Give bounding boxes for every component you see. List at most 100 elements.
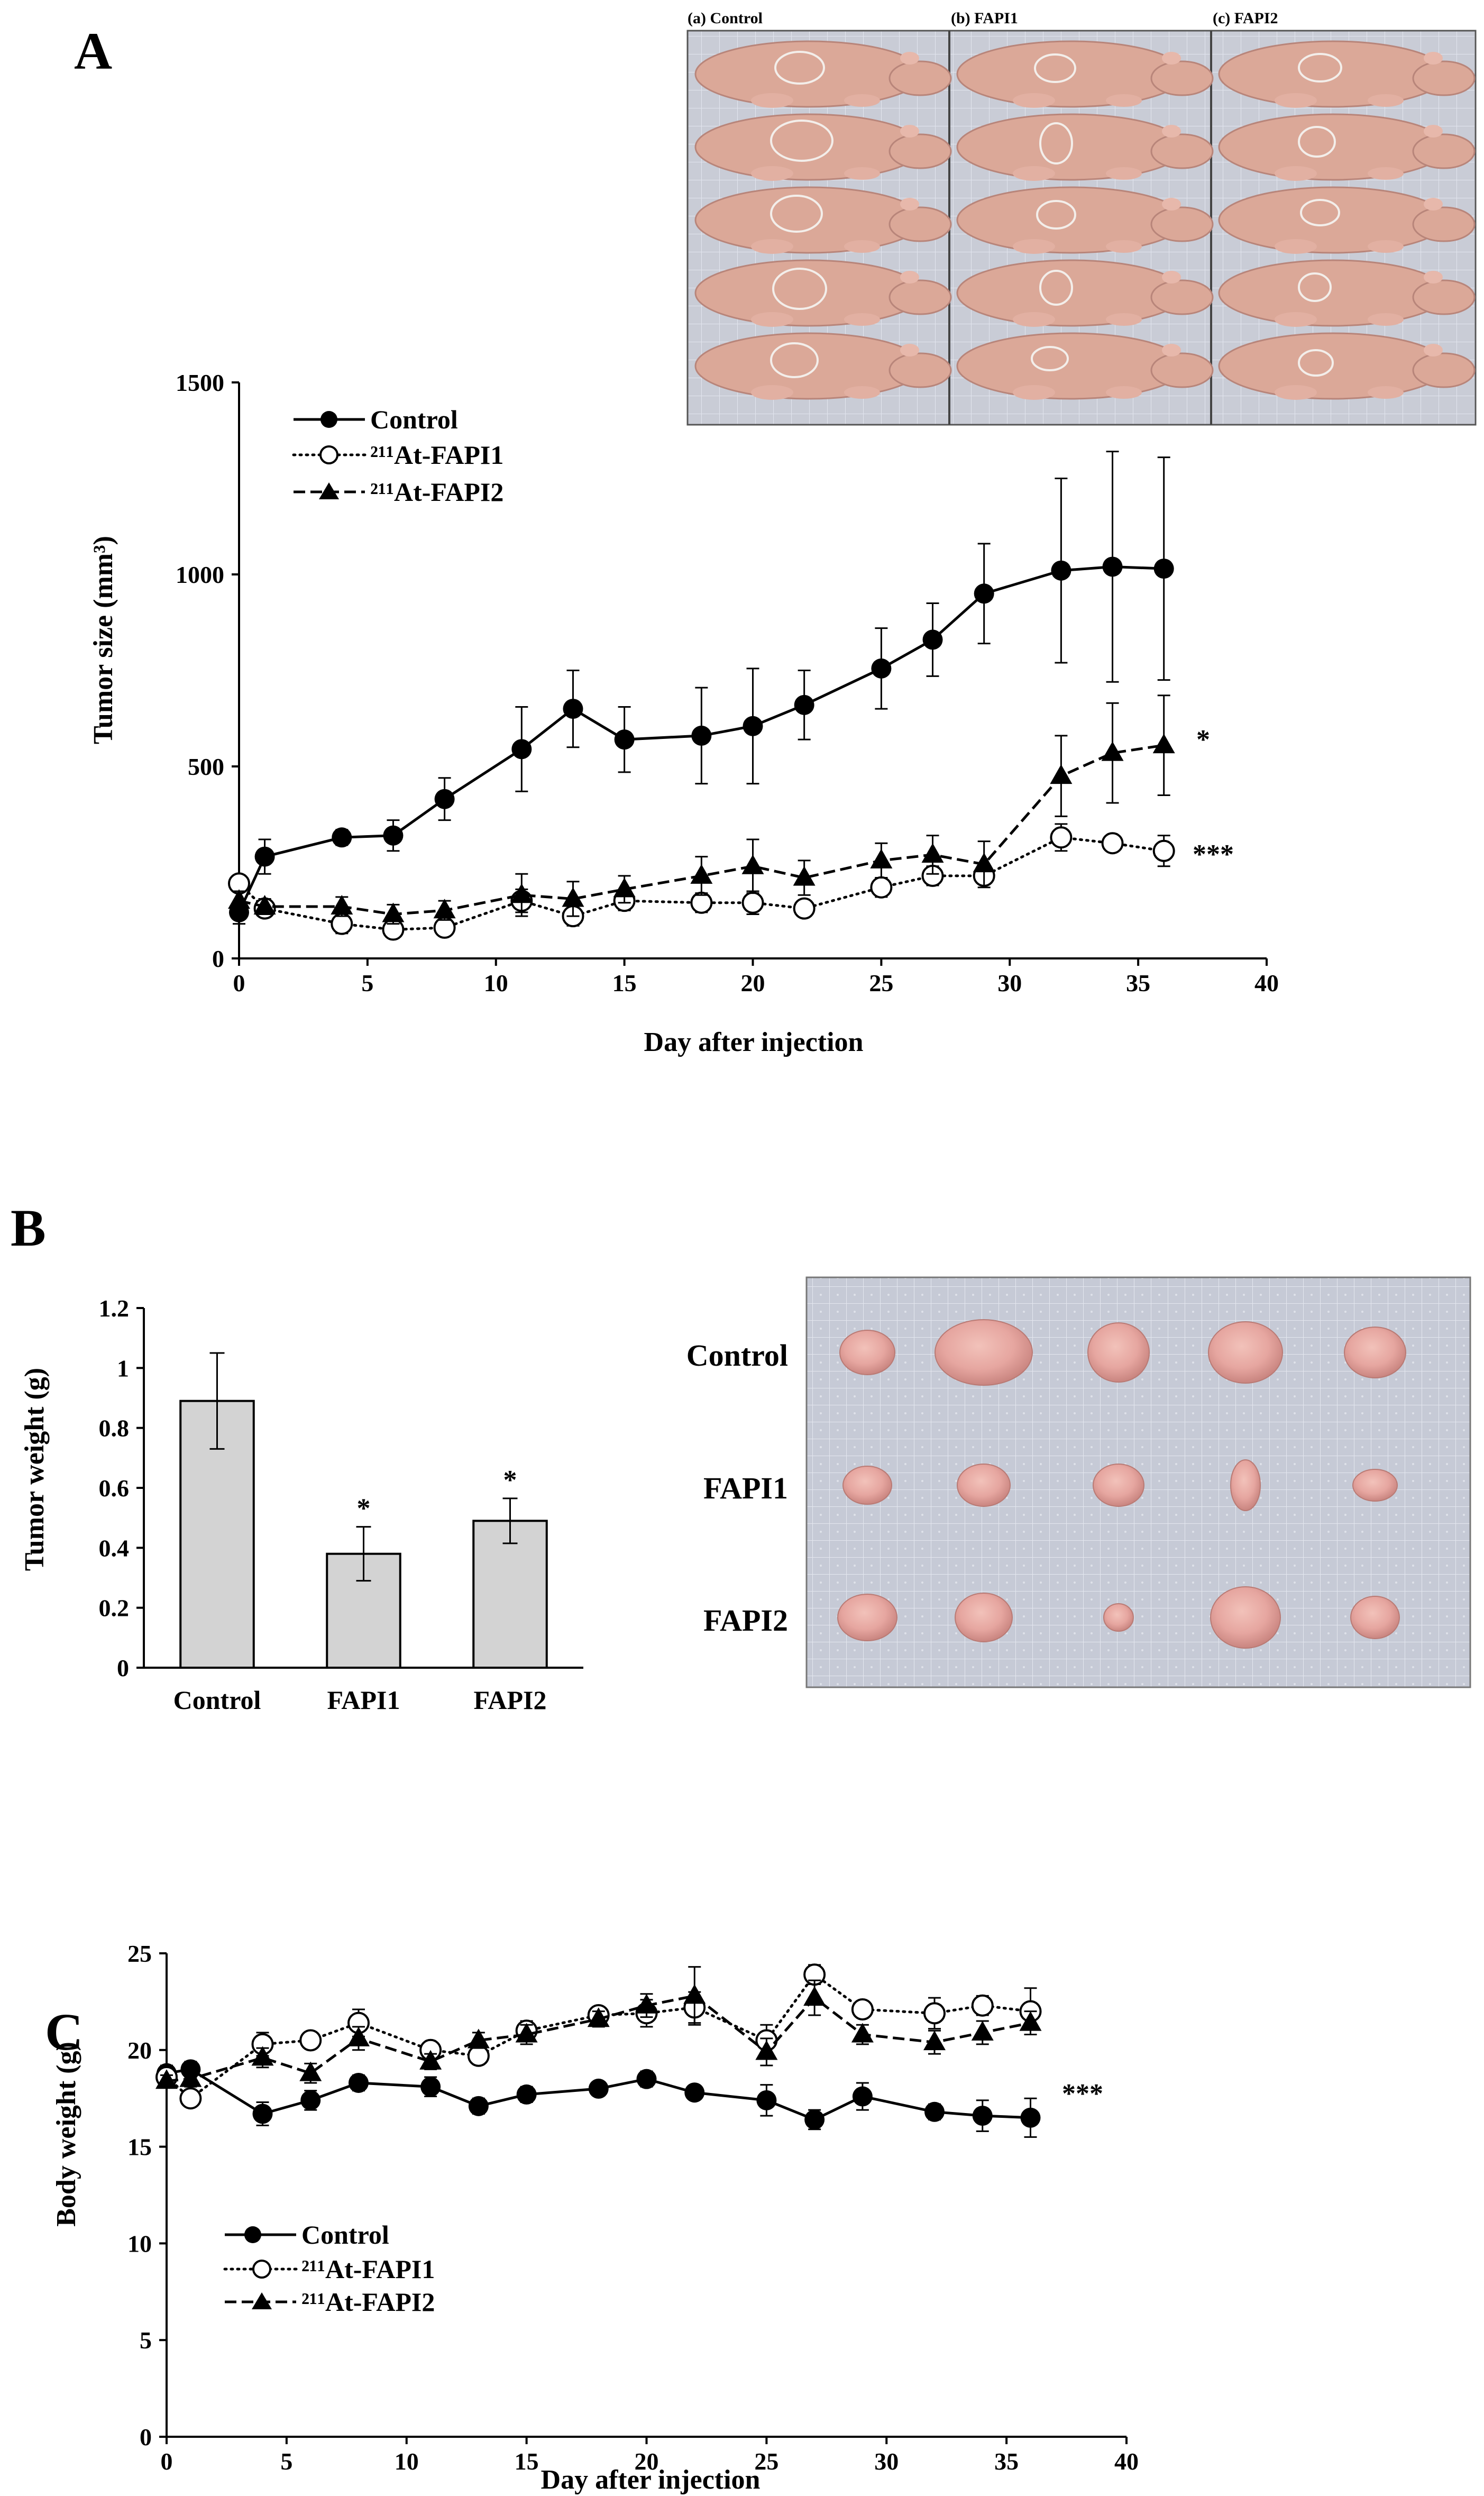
mouse-ear bbox=[900, 198, 919, 211]
tumor-size-series bbox=[228, 451, 1175, 941]
tumor-size-point-0 bbox=[1153, 559, 1174, 579]
body-weight-x-axis-title: Day after injection bbox=[541, 2465, 761, 2495]
body-weight-y-tick-label: 20 bbox=[127, 2037, 152, 2064]
tumor-row-label-fapi1: FAPI1 bbox=[703, 1471, 788, 1505]
legend-label-control: Control bbox=[370, 405, 458, 434]
body-weight-point-0 bbox=[1020, 2107, 1041, 2128]
mouse-leg bbox=[751, 93, 793, 108]
body-weight-point-2 bbox=[971, 2020, 994, 2041]
tumor-size-y-tick-label: 1000 bbox=[176, 561, 224, 588]
body-weight-y-tick-label: 0 bbox=[140, 2424, 152, 2451]
mouse-body bbox=[1218, 186, 1476, 254]
mouse-head bbox=[1412, 60, 1476, 96]
mouse-ear bbox=[900, 52, 919, 65]
mouse-body bbox=[694, 40, 952, 108]
mouse-leg bbox=[1368, 386, 1404, 399]
body-weight-x-tick-label: 5 bbox=[280, 2448, 292, 2475]
tumor-size-x-tick-label: 5 bbox=[361, 970, 373, 996]
body-weight-point-0 bbox=[468, 2096, 489, 2116]
mouse-body bbox=[956, 40, 1214, 108]
tumor-size-legend: Control ²¹¹At-FAPI1 ²¹¹At-FAPI2 bbox=[292, 405, 503, 507]
mouse-leg bbox=[1106, 94, 1142, 107]
tumor-outline bbox=[770, 195, 823, 233]
mouse-ear bbox=[1162, 198, 1181, 211]
mouse-leg bbox=[751, 239, 793, 254]
tumor-outline bbox=[1039, 122, 1073, 164]
mouse-torso bbox=[956, 186, 1186, 254]
tumor-size-point-2 bbox=[613, 877, 636, 898]
body-weight-x-tick-label: 15 bbox=[515, 2448, 539, 2475]
mouse-leg bbox=[1106, 386, 1142, 399]
mouse-leg bbox=[1013, 93, 1055, 108]
body-weight-point-1 bbox=[923, 2002, 946, 2025]
mouse-leg bbox=[1013, 239, 1055, 254]
tumor-size-point-0 bbox=[974, 583, 994, 604]
tumor-weight-category-label: Control bbox=[173, 1685, 261, 1715]
body-weight-y-tick-label: 10 bbox=[127, 2230, 152, 2257]
excised-tumor bbox=[1230, 1459, 1261, 1511]
mouse-head bbox=[1150, 133, 1214, 169]
excised-tumor bbox=[957, 1464, 1011, 1507]
tumor-size-point-1 bbox=[1050, 826, 1073, 849]
mouse-head bbox=[1412, 352, 1476, 388]
mouse-body bbox=[1218, 40, 1476, 108]
body-weight-point-1 bbox=[971, 1994, 994, 2017]
body-weight-point-0 bbox=[300, 2090, 321, 2110]
body-weight-legend: Control ²¹¹At-FAPI1 ²¹¹At-FAPI2 bbox=[223, 2220, 435, 2317]
tumor-weight-y-tick-label: 0.4 bbox=[99, 1534, 130, 1561]
mouse-head bbox=[1150, 60, 1214, 96]
significance-fapi2-a: * bbox=[1196, 725, 1210, 755]
body-weight-chart: 0 5 10 15 20 25 30 35 40 0 5 10 15 20 25 Body weight (… bbox=[51, 1940, 1139, 2495]
body-weight-point-1 bbox=[179, 2087, 202, 2110]
tumor-size-y-tick-label: 0 bbox=[212, 945, 224, 972]
mouse-head bbox=[888, 206, 952, 242]
mouse-leg bbox=[1106, 167, 1142, 180]
body-weight-point-2 bbox=[683, 1984, 706, 2004]
legend-marker-fapi1 bbox=[319, 445, 338, 464]
mouse-ear bbox=[1424, 52, 1443, 65]
tumor-row-label-control: Control bbox=[686, 1338, 788, 1373]
body-weight-point-0 bbox=[420, 2077, 441, 2097]
mouse-torso bbox=[694, 332, 924, 400]
body-weight-point-2 bbox=[515, 2023, 538, 2043]
mouse-leg bbox=[1275, 385, 1317, 400]
tumor-size-point-2 bbox=[1101, 741, 1124, 761]
tumor-size-point-2 bbox=[973, 853, 995, 873]
tumor-size-point-2 bbox=[870, 848, 893, 868]
tumor-size-point-0 bbox=[1051, 560, 1071, 581]
mouse-ear bbox=[900, 344, 919, 356]
excised-tumor bbox=[1093, 1464, 1144, 1507]
body-weight-point-2 bbox=[851, 2023, 874, 2043]
tumor-size-point-2 bbox=[921, 843, 944, 863]
body-weight-x-tick-label: 40 bbox=[1114, 2448, 1139, 2475]
photo-label-fapi1: (b) FAPI1 bbox=[951, 10, 1018, 27]
mouse-ear bbox=[1424, 125, 1443, 138]
mouse-leg bbox=[844, 313, 880, 326]
mouse-leg bbox=[1275, 312, 1317, 327]
tumor-size-point-0 bbox=[1102, 556, 1123, 577]
tumor-weight-axes: 0 0.2 0.4 0.6 0.8 1 1.2 Control FAPI1 FAPI2 bbox=[99, 1295, 583, 1715]
tumor-row-label-fapi2: FAPI2 bbox=[703, 1603, 788, 1638]
excised-tumor bbox=[842, 1466, 892, 1505]
body-weight-point-2 bbox=[635, 1994, 658, 2014]
excised-tumor bbox=[1352, 1469, 1398, 1502]
body-weight-point-0 bbox=[804, 2109, 825, 2130]
body-weight-y-tick-label: 5 bbox=[140, 2327, 152, 2354]
tumor-weight-y-axis-title: Tumor weight (g) bbox=[20, 1368, 50, 1571]
tumor-size-point-0 bbox=[434, 789, 455, 809]
mouse-ear bbox=[1162, 125, 1181, 138]
mouse-body bbox=[956, 113, 1214, 181]
tumor-outline bbox=[770, 120, 833, 162]
legend-marker-control bbox=[320, 411, 337, 428]
tumor-size-axes: 0 5 10 15 20 25 30 35 40 0 500 1000 1500 bbox=[176, 369, 1279, 996]
tumor-outline bbox=[772, 268, 827, 310]
mouse-leg bbox=[1106, 313, 1142, 326]
mouse-leg bbox=[1013, 312, 1055, 327]
mouse-ear bbox=[1424, 271, 1443, 284]
mouse-ear bbox=[1162, 52, 1181, 65]
mouse-body bbox=[694, 259, 952, 327]
mouse-ear bbox=[1424, 344, 1443, 356]
mouse-body bbox=[1218, 332, 1476, 400]
excised-tumor bbox=[1087, 1322, 1150, 1383]
